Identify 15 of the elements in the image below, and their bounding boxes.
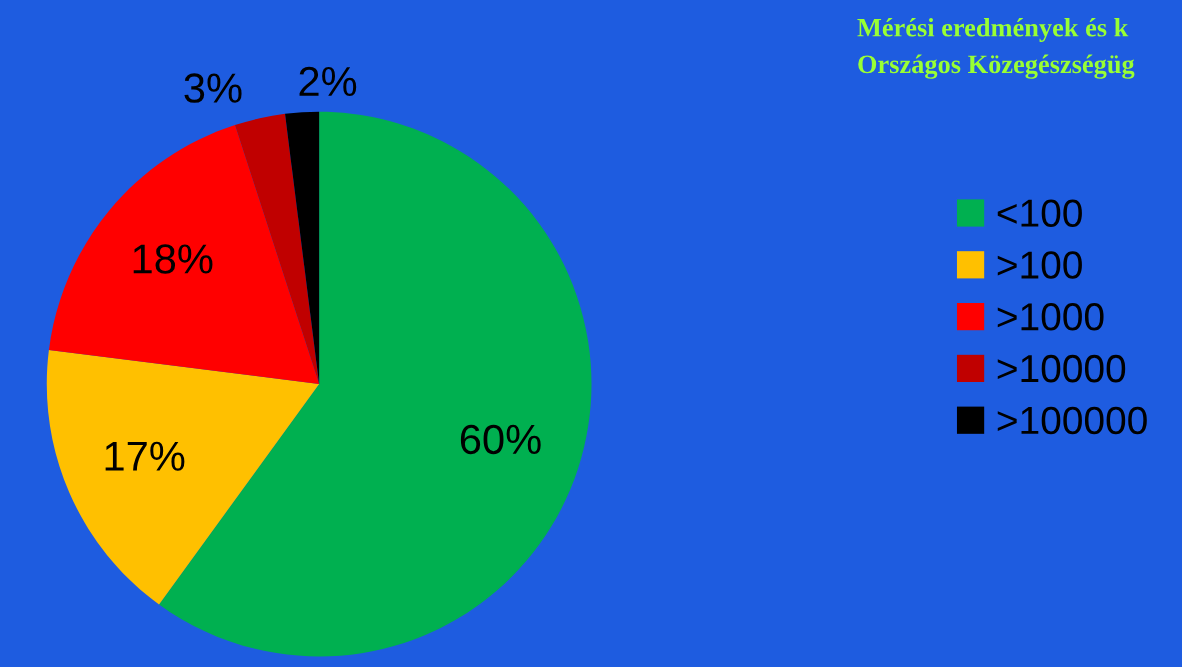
data-label: 17%: [105, 441, 185, 471]
chart-subtitle: Országos Közegészségüg: [858, 54, 1135, 79]
legend-label: <100: [997, 199, 1082, 227]
legend-label: >10000: [997, 354, 1126, 383]
data-label: 18%: [133, 244, 213, 274]
legend-label: >1000: [997, 303, 1104, 331]
data-label: 3%: [184, 73, 242, 103]
data-label: 60%: [460, 424, 541, 455]
data-label: 2%: [299, 66, 357, 97]
pie-slice: [48, 125, 320, 385]
legend-label: >100: [997, 251, 1082, 279]
pie-slice: [234, 113, 320, 385]
chart-title: Mérési eredmények és k: [857, 18, 1129, 43]
legend-label: >100000: [997, 406, 1147, 435]
pie-slice: [46, 349, 320, 605]
